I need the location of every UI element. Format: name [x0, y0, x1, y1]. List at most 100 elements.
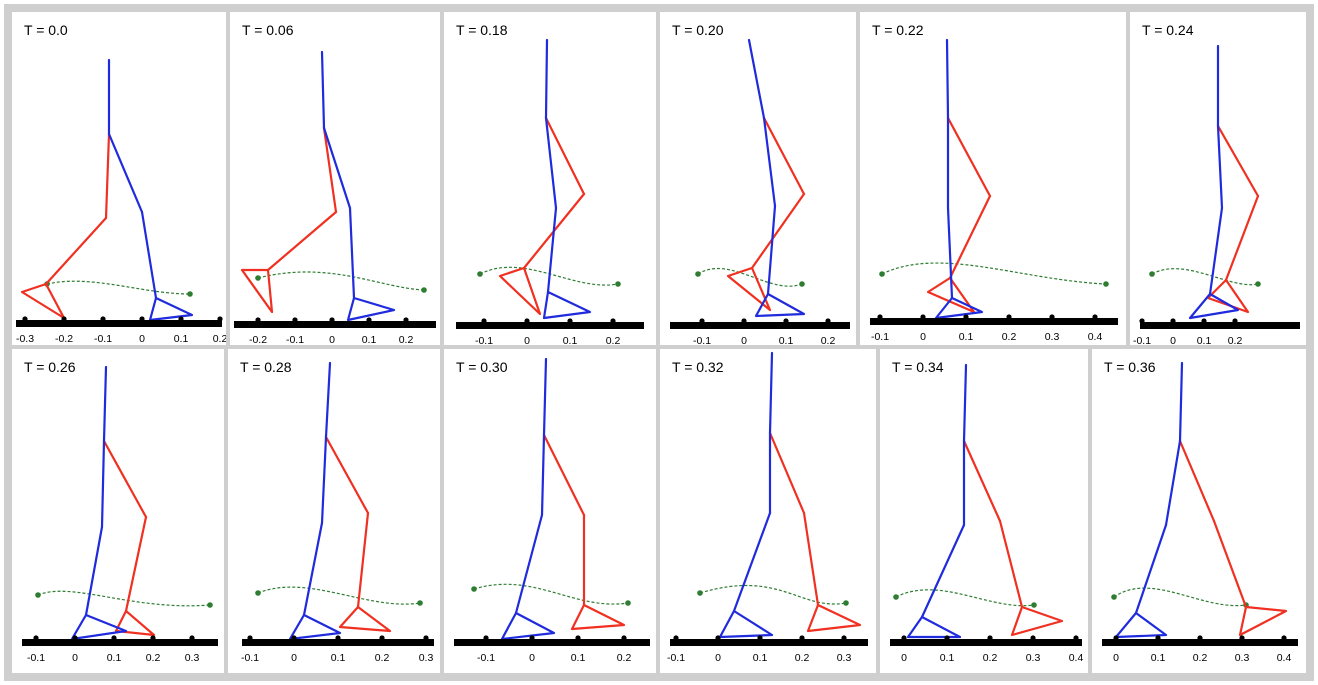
ground-tick-mark: [217, 316, 223, 322]
ground-tick-mark: [1030, 635, 1036, 641]
stance-foot: [1114, 611, 1168, 639]
frame-time-label: T = 0.20: [672, 22, 724, 38]
frame-time-label: T = 0.30: [456, 359, 508, 375]
swing-shank: [124, 515, 148, 613]
axis-tick-label: 0.1: [959, 331, 974, 343]
trajectory-start-point: [695, 271, 701, 277]
trajectory-end-point: [421, 287, 427, 293]
ground-tick-mark: [987, 635, 993, 641]
ground-tick-mark: [524, 318, 530, 324]
ground-tick-mark: [877, 314, 883, 320]
stance-foot: [542, 290, 592, 320]
swing-thigh: [946, 116, 992, 198]
trajectory-start-point: [697, 590, 703, 596]
ground-tick-mark: [1239, 635, 1245, 641]
trunk: [768, 351, 774, 435]
swing-shank: [1212, 519, 1248, 609]
trunk: [102, 365, 108, 443]
ground-tick-mark: [291, 635, 297, 641]
ground-tick-mark: [610, 318, 616, 324]
axis-tick-label: -0.1: [286, 334, 304, 345]
axis-tick-label: 0.2: [1193, 652, 1208, 664]
trunk: [544, 38, 549, 120]
swing-thigh: [762, 116, 806, 196]
swing-thigh: [102, 439, 148, 519]
axis-tick-label: 0: [529, 652, 535, 664]
swing-shank: [750, 192, 806, 270]
trajectory-end-point: [625, 600, 631, 606]
trajectory-start-point: [1149, 271, 1155, 277]
swing-foot: [20, 282, 66, 320]
axis-tick-label: -0.1: [667, 652, 685, 664]
swing-thigh: [1178, 439, 1216, 523]
ground-tick-mark: [1006, 314, 1012, 320]
trajectory-start-point: [471, 586, 477, 592]
trajectory-end-point: [207, 602, 213, 608]
trunk: [324, 361, 332, 439]
axis-tick-label: 0.4: [1069, 652, 1084, 664]
stance-thigh: [322, 126, 352, 210]
axis-tick-label: -0.2: [55, 333, 73, 345]
ground-tick-mark: [329, 317, 335, 323]
stick-figure-plot: -0.2 -0.1 0 0.1 0.2: [234, 50, 436, 345]
stick-figure-plot: -0.3 -0.2 -0.1 0 0.1 0.2: [16, 58, 226, 345]
stance-foot: [1188, 292, 1240, 320]
swing-shank: [802, 511, 820, 607]
foot-trajectory-curve: [699, 584, 847, 605]
axis-tick-label: 0.2: [1002, 331, 1017, 343]
ground-tick-mark: [335, 635, 341, 641]
trajectory-end-point: [1255, 281, 1261, 287]
axis-tick-label: 0: [329, 334, 335, 345]
swing-foot: [114, 609, 156, 637]
ground-tick-mark: [111, 635, 117, 641]
stance-thigh: [544, 116, 558, 210]
stick-figure-plot: 0 0.1 0.2 0.3 0.4: [890, 363, 1084, 664]
swing-shank: [44, 216, 108, 286]
axis-tick-label: -0.1: [871, 331, 889, 343]
axis-tick-label: 0.1: [1151, 652, 1166, 664]
frame-time-label: T = 0.22: [872, 22, 924, 38]
ground-tick-mark: [673, 635, 679, 641]
swing-shank: [948, 194, 992, 280]
ground-tick-mark: [178, 316, 184, 322]
stance-shank: [348, 206, 356, 300]
axis-tick-label: 0: [901, 652, 907, 664]
axis-tick-label: 0.2: [146, 652, 161, 664]
axis-tick-label: -0.1: [241, 652, 259, 664]
stick-figure-plot: -0.100.10.20.3: [454, 357, 650, 664]
stance-foot: [934, 296, 984, 320]
axis-tick-label: 0.2: [213, 333, 226, 345]
axis-tick-label: 0.1: [174, 333, 189, 345]
ground-tick-mark: [1232, 318, 1238, 324]
axis-tick-label: 0.1: [779, 335, 794, 345]
axis-tick-label: 0.1: [331, 652, 346, 664]
trajectory-end-point: [1031, 602, 1037, 608]
stance-shank: [732, 511, 772, 613]
frame-time-label: T = 0.24: [1142, 22, 1194, 38]
ground-tick-mark: [423, 635, 429, 641]
axis-tick-label: 0: [291, 652, 297, 664]
trunk: [1178, 361, 1184, 443]
stance-thigh: [540, 433, 546, 517]
axis-tick-label: 0: [1170, 335, 1176, 345]
axis-tick-label: -0.1: [27, 652, 45, 664]
axis-tick-label: 0.4: [1277, 652, 1292, 664]
foot-trajectory-curve: [257, 271, 425, 291]
trajectory-end-point: [187, 291, 193, 297]
axis-tick-label: 0.3: [185, 652, 200, 664]
axis-tick-label: 0.2: [795, 652, 810, 664]
stance-foot: [346, 296, 396, 322]
trunk: [747, 38, 766, 120]
axis-tick-label: 0.1: [753, 652, 768, 664]
ground-tick-mark: [1113, 635, 1119, 641]
frame-panel: -0.1 0 0.1 0.2 0.3 T = 0.28: [228, 349, 440, 673]
ground-tick-mark: [61, 316, 67, 322]
swing-thigh: [324, 435, 370, 515]
trajectory-start-point: [1111, 594, 1117, 600]
ground-tick-mark: [825, 318, 831, 324]
frame-time-label: T = 0.32: [672, 359, 724, 375]
axis-tick-label: 0: [1113, 652, 1119, 664]
ground-tick-mark: [100, 316, 106, 322]
ground-tick-mark: [366, 317, 372, 323]
trunk: [945, 38, 950, 120]
